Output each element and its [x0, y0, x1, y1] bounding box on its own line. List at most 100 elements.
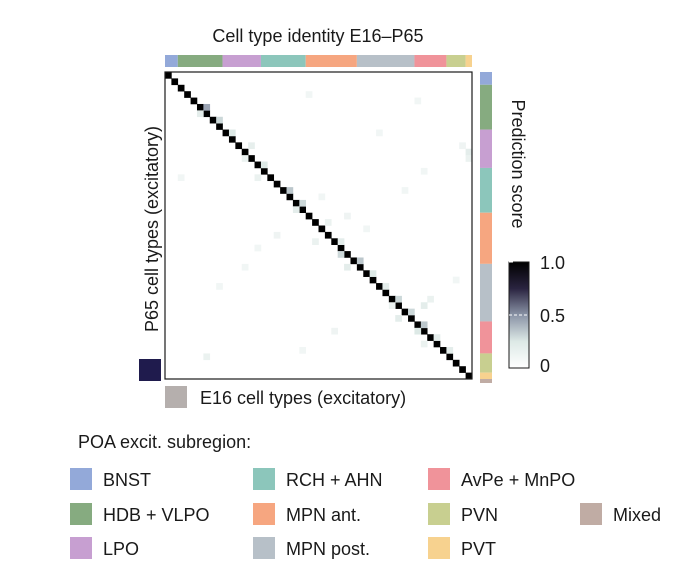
heatmap-cell — [452, 276, 460, 284]
heatmap-cell-diagonal — [465, 372, 473, 380]
heatmap-cell-diagonal — [267, 174, 275, 182]
heatmap-cell — [395, 295, 402, 303]
heatmap-cell-diagonal — [376, 283, 383, 290]
heatmap-cell-diagonal — [209, 116, 217, 124]
heatmap-cell — [363, 225, 370, 233]
colorbar-tick-min: 0 — [540, 356, 550, 376]
heatmap-cell — [299, 347, 307, 354]
legend-swatch — [70, 537, 92, 559]
heatmap-cell-diagonal — [203, 110, 211, 118]
heatmap-matrix — [165, 72, 473, 380]
heatmap-cell-diagonal — [440, 347, 447, 354]
y-axis-swatch — [139, 359, 161, 381]
heatmap-cell — [337, 238, 345, 245]
heatmap-cell-diagonal — [248, 155, 255, 162]
right-annotation-bar — [480, 72, 492, 383]
right-bar-segment-pvt — [480, 372, 492, 379]
right-bar-segment-bnst — [480, 72, 492, 85]
heatmap-cell — [228, 129, 236, 137]
x-axis-swatch — [165, 386, 187, 408]
chart-title: Cell type identity E16–P65 — [212, 26, 423, 46]
heatmap-cell-diagonal — [216, 123, 223, 130]
heatmap-cell — [344, 212, 351, 220]
heatmap-cell-diagonal — [401, 308, 409, 316]
heatmap-cell — [177, 174, 185, 182]
top-bar-segment-avpe-mnpo — [414, 55, 447, 67]
heatmap-cell — [241, 263, 249, 271]
heatmap-cell-diagonal — [452, 359, 460, 367]
heatmap-cell-diagonal — [427, 334, 434, 341]
top-bar-segment-bnst — [165, 55, 178, 67]
heatmap-cell — [196, 110, 204, 118]
heatmap-cell-diagonal — [388, 295, 396, 303]
heatmap-cell-diagonal — [171, 78, 179, 86]
heatmap-cell — [254, 244, 262, 252]
legend-swatch — [428, 503, 450, 525]
y-axis-label: P65 cell types (excitatory) — [142, 126, 162, 332]
top-bar-segment-pvt — [465, 55, 472, 67]
heatmap-cell — [395, 315, 402, 322]
legend-swatch — [253, 537, 275, 559]
top-bar-segment-lpo — [222, 55, 261, 67]
heatmap-cell — [420, 321, 428, 329]
legend-item-bnst: BNST — [70, 468, 151, 490]
legend-label: AvPe + MnPO — [461, 470, 575, 490]
heatmap-cell — [248, 142, 255, 150]
heatmap-cell — [427, 295, 434, 303]
heatmap-cell-diagonal — [177, 84, 185, 92]
heatmap-cell-diagonal — [318, 225, 326, 233]
heatmap-cell-diagonal — [184, 91, 191, 98]
right-bar-segment-lpo — [480, 129, 492, 168]
right-bar-segment-mpn-post- — [480, 263, 492, 322]
heatmap-cell-diagonal — [305, 212, 313, 220]
heatmap-cell-diagonal — [414, 321, 422, 329]
legend-item-avpe-mnpo: AvPe + MnPO — [428, 468, 575, 490]
heatmap-cell — [459, 142, 466, 150]
heatmap-cell-diagonal — [356, 263, 364, 271]
legend-swatch — [428, 537, 450, 559]
legend-label: PVN — [461, 505, 498, 525]
heatmap-cell-diagonal — [420, 327, 428, 335]
heatmap-cell — [414, 97, 422, 105]
heatmap-cell — [292, 206, 300, 214]
heatmap-cell-diagonal — [292, 199, 300, 207]
heatmap-cell-diagonal — [196, 103, 204, 111]
heatmap-cell — [420, 302, 428, 309]
heatmap-cell — [203, 353, 211, 361]
heatmap-cell — [331, 327, 338, 335]
heatmap-cell — [433, 334, 441, 341]
heatmap-cell — [446, 347, 454, 354]
heatmap-cell-diagonal — [446, 353, 454, 361]
heatmap-cell — [388, 302, 396, 309]
heatmap-cell — [408, 308, 415, 316]
right-bar-segment-hdb-vlpo — [480, 84, 492, 130]
heatmap-cell-diagonal — [408, 315, 415, 322]
heatmap-cell-diagonal — [395, 302, 402, 309]
heatmap-cell-diagonal — [331, 238, 338, 245]
legend-label: HDB + VLPO — [103, 505, 210, 525]
legend-label: PVT — [461, 539, 496, 559]
heatmap-cell — [286, 187, 294, 194]
heatmap-cell-diagonal — [350, 257, 358, 265]
top-bar-segment-mpn-post- — [356, 55, 415, 67]
colorbar-ticks — [509, 261, 529, 316]
legend-swatch — [580, 503, 602, 525]
heatmap-cell — [216, 283, 223, 290]
colorbar-title: Prediction score — [508, 99, 528, 228]
legend-item-pvn: PVN — [428, 503, 498, 525]
heatmap-cell — [420, 340, 428, 348]
heatmap-cell-diagonal — [286, 193, 294, 201]
heatmap-cell-diagonal — [260, 167, 268, 175]
heatmap-cell-diagonal — [337, 244, 345, 252]
heatmap-cell — [465, 155, 473, 162]
top-bar-segment-rch-ahn — [260, 55, 306, 67]
heatmap-cell-diagonal — [228, 135, 236, 143]
heatmap-cell — [356, 257, 364, 265]
x-axis-label: E16 cell types (excitatory) — [200, 388, 406, 408]
legend-label: MPN post. — [286, 539, 370, 559]
heatmap-cell — [254, 174, 262, 182]
legend-label: LPO — [103, 539, 139, 559]
heatmap-cell-diagonal — [222, 129, 230, 137]
legend-swatch — [253, 503, 275, 525]
